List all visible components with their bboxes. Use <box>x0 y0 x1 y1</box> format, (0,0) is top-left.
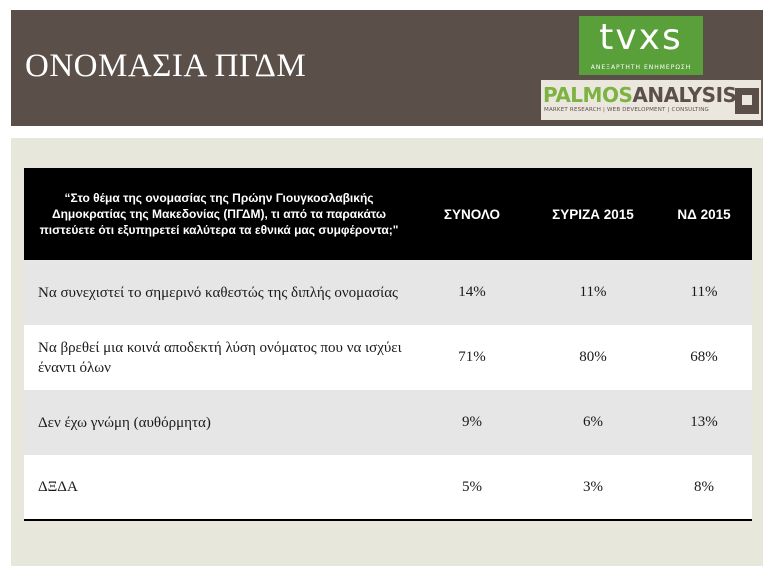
cell-nd: 11% <box>690 284 718 300</box>
table-row: Να βρεθεί μια κοινά αποδεκτή λύση ονόματ… <box>24 325 752 390</box>
cell-nd: 13% <box>690 414 718 430</box>
table-row: Να συνεχιστεί το σημερινό καθεστώς της δ… <box>24 260 752 325</box>
cell-syriza: 3% <box>583 478 603 495</box>
cell-total: 9% <box>462 414 482 430</box>
palmos-logo-name: PALMOSANALYSIS <box>543 83 737 107</box>
column-header-total: ΣΥΝΟΛΟ <box>443 206 501 222</box>
cell-syriza: 11% <box>579 284 607 300</box>
page-title: ΟΝΟΜΑΣΙΑ ΠΓΔΜ <box>25 48 307 84</box>
cell-total: 14% <box>458 284 486 300</box>
column-header-nd: ΝΔ 2015 <box>677 206 731 222</box>
header-banner: ΟΝΟΜΑΣΙΑ ΠΓΔΜ tvxs ΑΝΕΞΑΡΤΗΤΗ ΕΝΗΜΕΡΩΣΗ … <box>11 10 763 126</box>
row-label: Να συνεχιστεί το σημερινό καθεστώς της δ… <box>38 284 398 301</box>
palmos-logo-tagline: MARKET RESEARCH | WEB DEVELOPMENT | CONS… <box>544 107 710 113</box>
palmos-logo-part2: ANALYSIS <box>632 83 737 107</box>
results-table: “Στο θέμα της ονομασίας της Πρώην Γιουγκ… <box>24 168 752 521</box>
tvxs-logo-text: tvxs <box>599 17 683 58</box>
cell-nd: 68% <box>690 349 718 365</box>
cell-syriza: 6% <box>583 414 603 430</box>
cell-syriza: 80% <box>579 349 607 365</box>
tvxs-logo-subtitle: ΑΝΕΞΑΡΤΗΤΗ ΕΝΗΜΕΡΩΣΗ <box>590 64 692 71</box>
question-header: “Στο θέμα της ονομασίας της Πρώην Γιουγκ… <box>39 191 399 237</box>
palmos-analysis-logo: PALMOSANALYSIS MARKET RESEARCH | WEB DEV… <box>541 80 761 120</box>
cell-nd: 8% <box>694 478 714 495</box>
row-label: Δεν έχω γνώμη (αυθόρμητα) <box>38 414 211 431</box>
table-row: ΔΞΔΑ 5% 3% 8% <box>24 455 752 520</box>
row-label: Να βρεθεί μια κοινά αποδεκτή λύση ονόματ… <box>38 339 402 376</box>
cell-total: 5% <box>462 478 482 495</box>
content-panel <box>11 138 763 566</box>
table-row: Δεν έχω γνώμη (αυθόρμητα) 9% 6% 13% <box>24 390 752 455</box>
column-header-syriza: ΣΥΡΙΖΑ 2015 <box>552 206 634 222</box>
tvxs-logo: tvxs ΑΝΕΞΑΡΤΗΤΗ ΕΝΗΜΕΡΩΣΗ <box>579 16 703 75</box>
row-label: ΔΞΔΑ <box>38 479 78 495</box>
cell-total: 71% <box>458 349 486 365</box>
table-header-row: “Στο θέμα της ονομασίας της Πρώην Γιουγκ… <box>24 168 752 260</box>
palmos-logo-part1: PALMOS <box>543 83 633 107</box>
palmos-mark-icon <box>735 88 759 114</box>
